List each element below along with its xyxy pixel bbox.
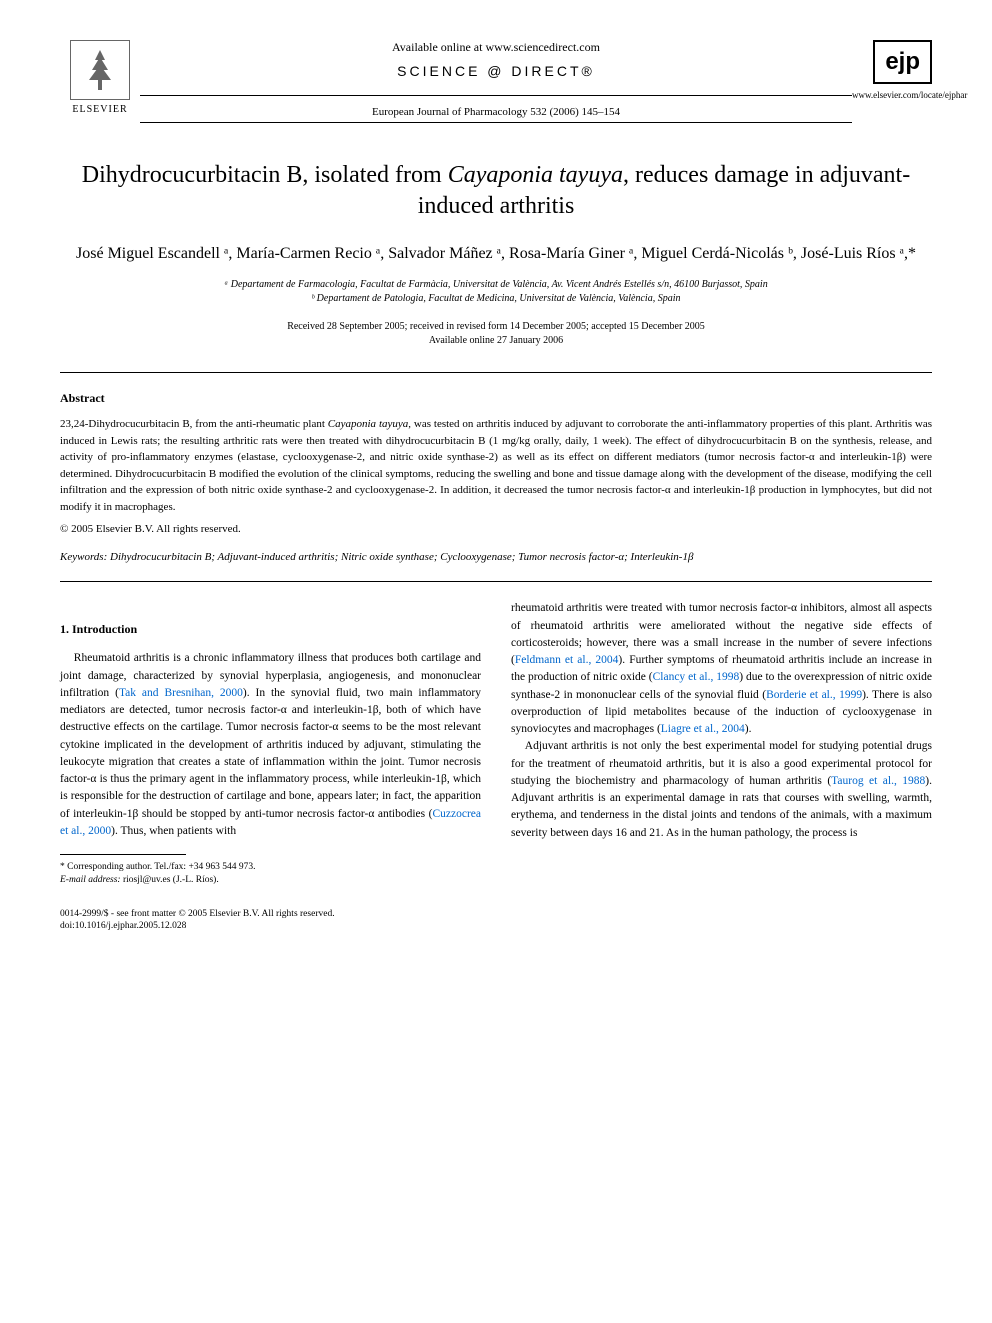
journal-logo-block: ejp www.elsevier.com/locate/ejphar [852,40,932,100]
elsevier-logo: ELSEVIER [60,40,140,130]
header-row: ELSEVIER Available online at www.science… [60,40,932,130]
email-address: riosjl@uv.es (J.-L. Ríos). [123,875,219,885]
ref-link-liagre[interactable]: Liagre et al., 2004 [661,723,745,735]
email-footnote: E-mail address: riosjl@uv.es (J.-L. Ríos… [60,874,481,887]
intro-heading: 1. Introduction [60,620,481,638]
intro-paragraph-2: Adjuvant arthritis is not only the best … [511,738,932,842]
affiliation-a: ᵃ Departament de Farmacologia, Facultat … [60,278,932,292]
journal-citation: European Journal of Pharmacology 532 (20… [140,106,852,118]
journal-url: www.elsevier.com/locate/ejphar [852,90,932,100]
footer-doi: doi:10.1016/j.ejphar.2005.12.028 [60,920,932,932]
footer-issn: 0014-2999/$ - see front matter © 2005 El… [60,908,932,920]
intro-paragraph-1-cont: rheumatoid arthritis were treated with t… [511,600,932,738]
authors-list: José Miguel Escandell ᵃ, María-Carmen Re… [60,242,932,266]
abstract-copyright: © 2005 Elsevier B.V. All rights reserved… [60,523,932,535]
center-header: Available online at www.sciencedirect.co… [140,40,852,127]
column-right: rheumatoid arthritis were treated with t… [511,600,932,887]
keywords-label: Keywords: [60,551,107,563]
intro-paragraph-1: Rheumatoid arthritis is a chronic inflam… [60,650,481,840]
science-direct-logo: SCIENCE @ DIRECT® [140,63,852,79]
ref-link-clancy[interactable]: Clancy et al., 1998 [653,671,740,683]
ref-link-feldmann[interactable]: Feldmann et al., 2004 [515,654,619,666]
affiliations: ᵃ Departament de Farmacologia, Facultat … [60,278,932,306]
available-online-text: Available online at www.sciencedirect.co… [140,40,852,55]
abstract-heading: Abstract [60,391,932,406]
elsevier-label: ELSEVIER [72,104,127,115]
body-columns: 1. Introduction Rheumatoid arthritis is … [60,600,932,887]
ejp-logo: ejp [873,40,932,84]
ref-link-tak[interactable]: Tak and Bresnihan, 2000 [119,687,243,699]
article-dates: Received 28 September 2005; received in … [60,320,932,348]
affiliation-b: ᵇ Departament de Patologia, Facultat de … [60,292,932,306]
elsevier-tree-icon [70,40,130,100]
abstract-text: 23,24-Dihydrocucurbitacin B, from the an… [60,416,932,515]
keywords-line: Keywords: Dihydrocucurbitacin B; Adjuvan… [60,551,932,563]
article-title: Dihydrocucurbitacin B, isolated from Cay… [60,160,932,222]
keywords-text: Dihydrocucurbitacin B; Adjuvant-induced … [110,551,693,563]
ref-link-borderie[interactable]: Borderie et al., 1999 [766,689,862,701]
dates-online: Available online 27 January 2006 [60,334,932,348]
dates-received: Received 28 September 2005; received in … [60,320,932,334]
corresponding-footnote: * Corresponding author. Tel./fax: +34 96… [60,861,481,874]
column-left: 1. Introduction Rheumatoid arthritis is … [60,600,481,887]
ref-link-taurog[interactable]: Taurog et al., 1988 [831,775,925,787]
page-footer: 0014-2999/$ - see front matter © 2005 El… [60,908,932,933]
email-label: E-mail address: [60,875,121,885]
